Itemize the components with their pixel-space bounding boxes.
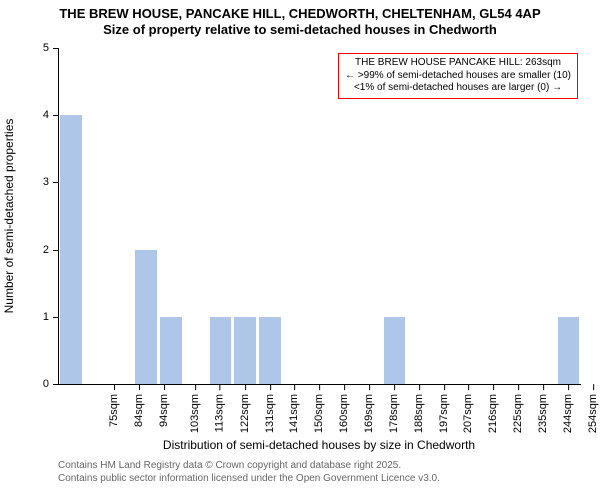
footer-text: Contains HM Land Registry data © Crown c… [58, 460, 440, 485]
y-tick: 4 [43, 109, 59, 121]
x-tick: 94sqm [158, 384, 170, 427]
x-tick: 113sqm [213, 384, 225, 432]
bar [234, 317, 256, 384]
bar [60, 115, 82, 384]
annotation-box: THE BREW HOUSE PANCAKE HILL: 263sqm ← >9… [338, 53, 578, 99]
x-tick: 235sqm [537, 384, 549, 433]
x-tick: 84sqm [133, 384, 145, 427]
y-tick: 0 [43, 378, 59, 390]
x-tick: 207sqm [463, 384, 475, 433]
bar [210, 317, 232, 384]
footer-line2: Contains public sector information licen… [58, 473, 440, 486]
x-tick: 254sqm [587, 384, 599, 433]
x-tick: 75sqm [108, 384, 120, 427]
annotation-line3: <1% of semi-detached houses are larger (… [345, 82, 571, 95]
bar [384, 317, 406, 384]
x-axis-label: Distribution of semi-detached houses by … [163, 438, 475, 452]
bar [160, 317, 182, 384]
y-tick: 2 [43, 244, 59, 256]
y-tick: 5 [43, 42, 59, 54]
y-tick: 3 [43, 176, 59, 188]
bar [135, 250, 157, 384]
plot-area: 01234575sqm84sqm94sqm103sqm113sqm122sqm1… [58, 48, 581, 385]
x-tick: 216sqm [487, 384, 499, 433]
title-line1: THE BREW HOUSE, PANCAKE HILL, CHEDWORTH,… [0, 6, 600, 22]
x-tick: 131sqm [264, 384, 276, 433]
x-tick: 225sqm [512, 384, 524, 433]
title-line2: Size of property relative to semi-detach… [0, 22, 600, 38]
x-tick: 188sqm [413, 384, 425, 433]
chart-container: THE BREW HOUSE, PANCAKE HILL, CHEDWORTH,… [0, 0, 600, 500]
bar [558, 317, 580, 384]
x-tick: 169sqm [363, 384, 375, 433]
chart-title: THE BREW HOUSE, PANCAKE HILL, CHEDWORTH,… [0, 6, 600, 39]
footer-line1: Contains HM Land Registry data © Crown c… [58, 460, 440, 473]
x-tick: 150sqm [313, 384, 325, 433]
y-tick: 1 [43, 311, 59, 323]
y-axis-label: Number of semi-detached properties [2, 119, 16, 314]
annotation-line1: THE BREW HOUSE PANCAKE HILL: 263sqm [345, 57, 571, 70]
bar [259, 317, 281, 384]
x-tick: 103sqm [189, 384, 201, 433]
x-tick: 160sqm [338, 384, 350, 433]
x-tick: 122sqm [239, 384, 251, 433]
x-tick: 178sqm [388, 384, 400, 433]
x-tick: 197sqm [438, 384, 450, 433]
x-tick: 244sqm [562, 384, 574, 433]
annotation-line2: ← >99% of semi-detached houses are small… [345, 70, 571, 83]
x-tick: 141sqm [289, 384, 301, 433]
